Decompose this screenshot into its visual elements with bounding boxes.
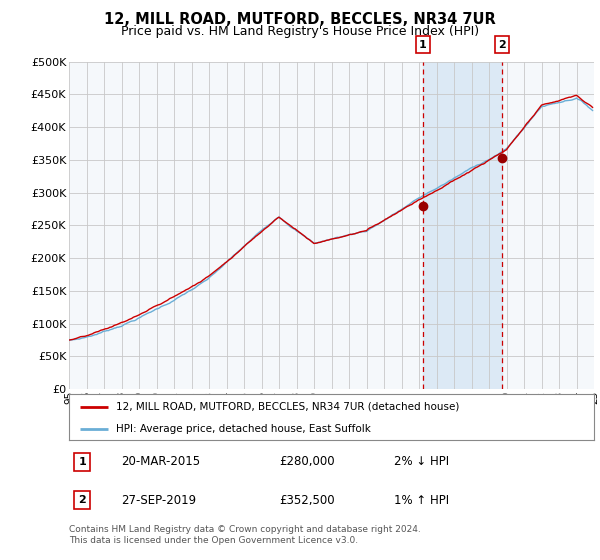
- Text: £352,500: £352,500: [279, 494, 335, 507]
- Text: 20-MAR-2015: 20-MAR-2015: [121, 455, 200, 468]
- Text: 2% ↓ HPI: 2% ↓ HPI: [395, 455, 449, 468]
- Text: 27-SEP-2019: 27-SEP-2019: [121, 494, 197, 507]
- Bar: [423, 62, 502, 389]
- Text: £280,000: £280,000: [279, 455, 335, 468]
- Text: 1% ↑ HPI: 1% ↑ HPI: [395, 494, 449, 507]
- Text: Contains HM Land Registry data © Crown copyright and database right 2024.
This d: Contains HM Land Registry data © Crown c…: [69, 525, 421, 545]
- Text: 2: 2: [78, 495, 86, 505]
- Text: HPI: Average price, detached house, East Suffolk: HPI: Average price, detached house, East…: [116, 424, 371, 435]
- Text: 1: 1: [419, 40, 427, 50]
- Text: 12, MILL ROAD, MUTFORD, BECCLES, NR34 7UR: 12, MILL ROAD, MUTFORD, BECCLES, NR34 7U…: [104, 12, 496, 27]
- Text: 2: 2: [498, 40, 506, 50]
- Text: 1: 1: [78, 456, 86, 466]
- Text: Price paid vs. HM Land Registry's House Price Index (HPI): Price paid vs. HM Land Registry's House …: [121, 25, 479, 38]
- Text: 12, MILL ROAD, MUTFORD, BECCLES, NR34 7UR (detached house): 12, MILL ROAD, MUTFORD, BECCLES, NR34 7U…: [116, 402, 460, 412]
